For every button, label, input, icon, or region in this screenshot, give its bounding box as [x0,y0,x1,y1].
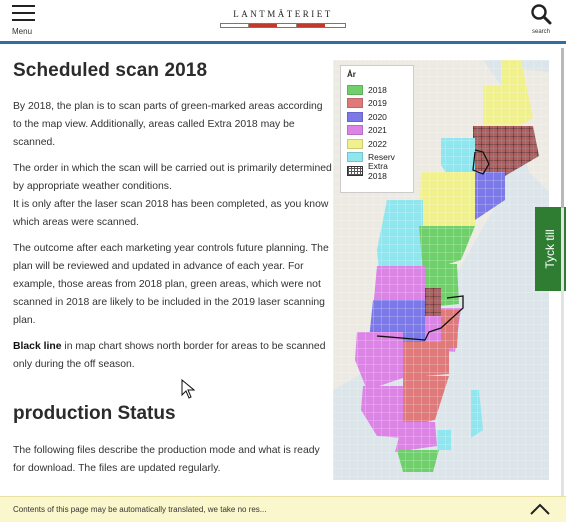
legend-label: Extra 2018 [368,160,388,181]
legend-label: 2021 [368,125,387,136]
paragraph-order: The order in which the scan will be carr… [13,163,332,192]
feedback-tab[interactable] [535,207,566,291]
scan-plan-map: År 2018 2019 2020 2021 2022 Reserv Extra… [333,60,549,480]
paragraph-outcome: The outcome after each marketing year co… [13,243,329,326]
paragraph-status: The following files describe the product… [13,445,320,474]
legend-item-2021: 2021 [347,124,407,138]
black-line-description: in map chart shows north border for area… [13,341,326,370]
paragraph-after-scan: It is only after the laser scan 2018 has… [13,199,329,228]
black-line-label: Black line [13,341,62,352]
search-button[interactable]: search [528,3,554,35]
hamburger-icon [12,3,36,21]
paragraph-plan: By 2018, the plan is to scan parts of gr… [13,101,323,148]
logo[interactable]: LANTMÄTERIET [220,9,346,33]
section-title: production Status [13,403,176,424]
page-title: Scheduled scan 2018 [13,60,208,81]
legend-item-2022: 2022 [347,137,407,151]
swatch-extra-2018 [347,165,363,176]
swatch-2018 [347,84,363,95]
site-header: Menu LANTMÄTERIET search [0,0,566,44]
notice-text: Contents of this page may be automatical… [13,505,267,514]
legend-label: 2018 [368,84,387,95]
legend-item-extra-2018: Extra 2018 [347,160,407,181]
swatch-2020 [347,111,363,122]
logo-text: LANTMÄTERIET [233,9,333,19]
legend-item-2020: 2020 [347,110,407,124]
legend-label: 2019 [368,98,387,109]
chevron-up-icon[interactable] [529,501,551,517]
swatch-reserv [347,152,363,163]
legend-label: Reserv [368,152,395,163]
legend-item-reserv: Reserv [347,151,407,165]
scrollbar[interactable] [561,48,564,496]
main-content: Scheduled scan 2018 By 2018, the plan is… [13,52,333,486]
menu-label: Menu [12,27,33,36]
logo-bar [220,23,346,28]
mouse-cursor-icon [181,379,195,399]
feedback-label[interactable]: Tyck till [543,229,557,269]
legend-item-2018: 2018 [347,83,407,97]
search-label: search [531,29,550,35]
search-icon [531,4,552,25]
legend-label: 2020 [368,111,387,122]
paragraph-black-line: Black line in map chart shows north bord… [13,338,333,374]
menu-button[interactable]: Menu [12,3,42,36]
swatch-2021 [347,125,363,136]
swatch-2022 [347,138,363,149]
black-border-line [376,149,490,341]
translation-notice: Contents of this page may be automatical… [0,496,566,522]
swatch-2019 [347,98,363,109]
map-legend: År 2018 2019 2020 2021 2022 Reserv Extra… [340,65,414,193]
legend-title: År [347,70,356,79]
legend-label: 2022 [368,138,387,149]
legend-item-2019: 2019 [347,97,407,111]
